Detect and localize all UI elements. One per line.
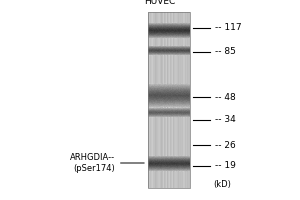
Text: -- 117: -- 117 [215,23,242,32]
Text: (kD): (kD) [213,180,231,188]
Text: -- 26: -- 26 [215,140,236,150]
Text: -- 19: -- 19 [215,162,236,170]
Bar [148,12,190,188]
Text: HUVEC: HUVEC [144,0,175,6]
Text: -- 34: -- 34 [215,116,236,124]
Text: -- 85: -- 85 [215,47,236,56]
Text: ARHGDIA--
(pSer174): ARHGDIA-- (pSer174) [70,153,144,173]
Text: -- 48: -- 48 [215,92,236,102]
